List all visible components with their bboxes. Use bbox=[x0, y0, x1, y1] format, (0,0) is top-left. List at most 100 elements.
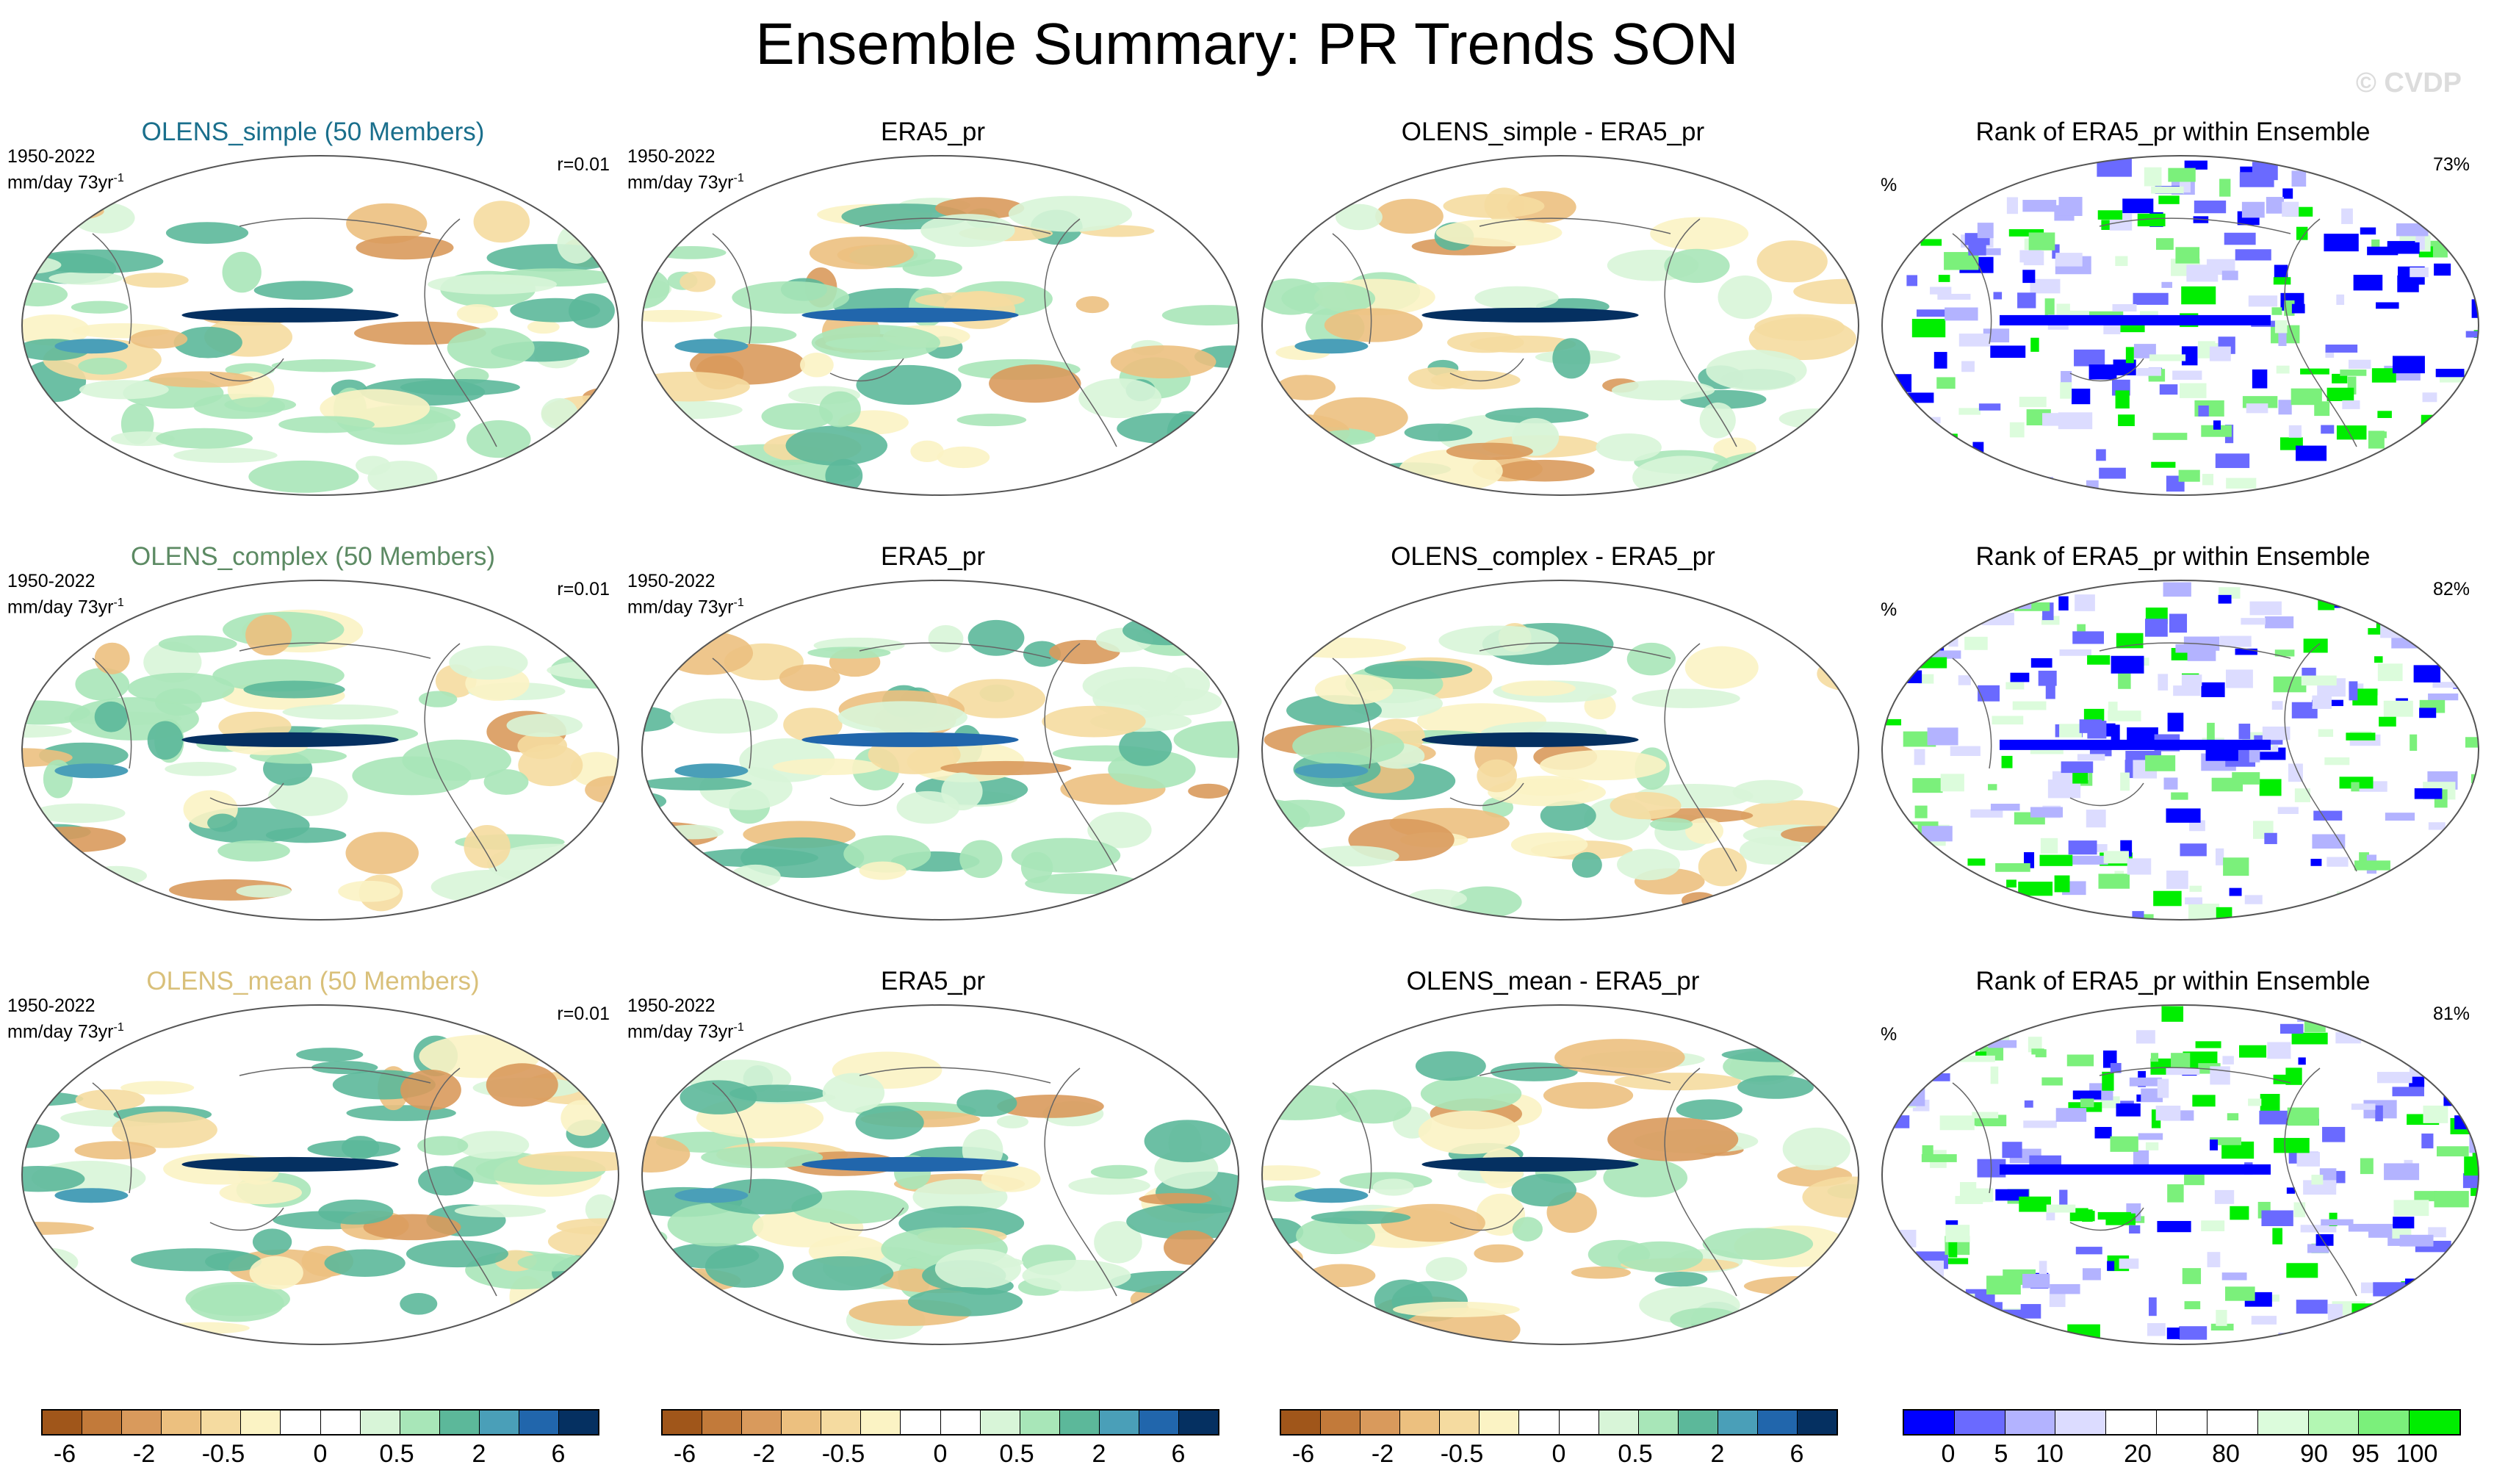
trend-blob bbox=[466, 419, 531, 458]
rank-patch bbox=[1918, 610, 1944, 628]
rank-patch bbox=[2246, 403, 2268, 414]
trend-blob bbox=[518, 744, 583, 787]
rank-patch bbox=[1981, 612, 2014, 626]
rank-patch bbox=[2166, 871, 2188, 889]
trend-blob bbox=[785, 425, 888, 466]
rank-patch bbox=[2291, 702, 2318, 718]
rank-patch bbox=[2367, 246, 2399, 256]
trend-blob bbox=[956, 1089, 1017, 1117]
trend-blob bbox=[406, 1240, 509, 1268]
trend-blob bbox=[1510, 832, 1588, 857]
rank-patch bbox=[2046, 1204, 2076, 1213]
trend-blob bbox=[1664, 248, 1730, 284]
trend-blob bbox=[363, 1214, 461, 1241]
trend-blob bbox=[1650, 217, 1749, 251]
rank-patch bbox=[1894, 607, 1930, 625]
coastline bbox=[829, 1207, 904, 1231]
coastline bbox=[1664, 643, 1737, 872]
rank-patch bbox=[2012, 701, 2047, 710]
rank-patch bbox=[2030, 807, 2063, 818]
panel-rank-row1: Rank of ERA5_pr within Ensemble 73%% bbox=[1864, 118, 2482, 544]
rank-patch bbox=[1920, 1317, 1947, 1333]
trend-blob bbox=[1765, 876, 1859, 907]
trend-blob bbox=[642, 887, 693, 920]
coastline bbox=[1664, 218, 1737, 447]
rank-patch bbox=[2136, 1030, 2155, 1044]
rank-patch bbox=[2327, 1303, 2343, 1320]
rank-patch bbox=[1978, 685, 2000, 702]
trend-blob bbox=[1117, 413, 1218, 444]
indian-ocean-band bbox=[1294, 339, 1369, 354]
rank-patch bbox=[2150, 1053, 2159, 1062]
trend-blob bbox=[783, 707, 843, 742]
colorbar-tick-label: -0.5 bbox=[1440, 1440, 1484, 1468]
rank-patch bbox=[2031, 1048, 2044, 1055]
trend-blob bbox=[1552, 338, 1590, 379]
rank-patch bbox=[2019, 250, 2042, 263]
trend-blob bbox=[779, 664, 840, 691]
rank-percent-value: 81% bbox=[2432, 1004, 2470, 1024]
trend-blob bbox=[1087, 812, 1152, 849]
rank-patch bbox=[2129, 1077, 2162, 1087]
units-exponent: -1 bbox=[733, 172, 744, 184]
trend-blob bbox=[667, 1203, 764, 1247]
trend-blob bbox=[1307, 846, 1399, 867]
rank-patch bbox=[1961, 361, 1975, 372]
rank-patch bbox=[2351, 1103, 2376, 1110]
rank-patch bbox=[2393, 1200, 2429, 1217]
colorbar-swatch bbox=[1954, 1411, 2005, 1434]
rank-patch bbox=[2181, 346, 2198, 366]
trend-blob bbox=[1126, 1203, 1239, 1240]
trend-blob bbox=[541, 397, 578, 430]
rank-patch bbox=[2303, 638, 2328, 653]
rank-patch bbox=[1988, 784, 1997, 790]
rank-patch bbox=[2127, 727, 2158, 741]
coastline bbox=[1952, 1082, 1992, 1194]
rank-patch bbox=[1906, 275, 1918, 287]
rank-patch bbox=[2312, 834, 2346, 849]
trend-blob bbox=[454, 1204, 547, 1217]
rank-patch bbox=[2273, 676, 2307, 693]
rank-patch bbox=[2456, 828, 2464, 839]
trend-blob bbox=[1626, 642, 1676, 676]
rank-patch bbox=[2068, 840, 2097, 855]
rank-patch bbox=[2071, 389, 2091, 405]
rank-patch bbox=[2201, 425, 2232, 437]
rank-patch bbox=[2097, 1211, 2131, 1220]
rank-patch bbox=[2157, 1220, 2191, 1233]
rank-patch bbox=[2336, 294, 2345, 305]
rank-patch bbox=[2023, 1120, 2057, 1128]
rank-patch bbox=[2022, 1273, 2050, 1289]
colorbar-tick-label: 2 bbox=[472, 1440, 486, 1468]
coastline bbox=[712, 233, 752, 345]
trend-blob bbox=[417, 1136, 469, 1156]
trend-blob bbox=[252, 1228, 292, 1256]
trend-blob bbox=[642, 428, 672, 441]
colorbar-swatch bbox=[1757, 1411, 1798, 1434]
colorbar-boxes bbox=[661, 1409, 1219, 1436]
units-exponent: -1 bbox=[113, 597, 124, 609]
coastline bbox=[209, 1207, 284, 1231]
rank-patch bbox=[1918, 674, 1934, 684]
rank-patch bbox=[2472, 1148, 2479, 1161]
trend-blob bbox=[1435, 219, 1563, 247]
trend-blob bbox=[1474, 1244, 1524, 1263]
trend-blob bbox=[1438, 625, 1559, 656]
rank-patch bbox=[1939, 1115, 1975, 1131]
trend-blob bbox=[158, 635, 237, 653]
trend-blob bbox=[959, 840, 1003, 879]
colorbar-swatch bbox=[1638, 1411, 1679, 1434]
rank-patch bbox=[2303, 1180, 2337, 1195]
trend-blob bbox=[506, 713, 583, 738]
colorbar-swatch bbox=[281, 1411, 321, 1434]
rank-patch bbox=[2414, 788, 2443, 799]
rank-patch bbox=[1977, 223, 1994, 239]
rank-patch bbox=[2341, 208, 2353, 224]
rank-patch bbox=[1906, 203, 1936, 213]
trend-blob bbox=[692, 848, 818, 868]
map-outline bbox=[1881, 1004, 2480, 1345]
rank-patch bbox=[1930, 1073, 1950, 1081]
trend-blob bbox=[219, 1181, 302, 1205]
rank-patch bbox=[2058, 197, 2083, 216]
rank-patch bbox=[2458, 1043, 2479, 1056]
